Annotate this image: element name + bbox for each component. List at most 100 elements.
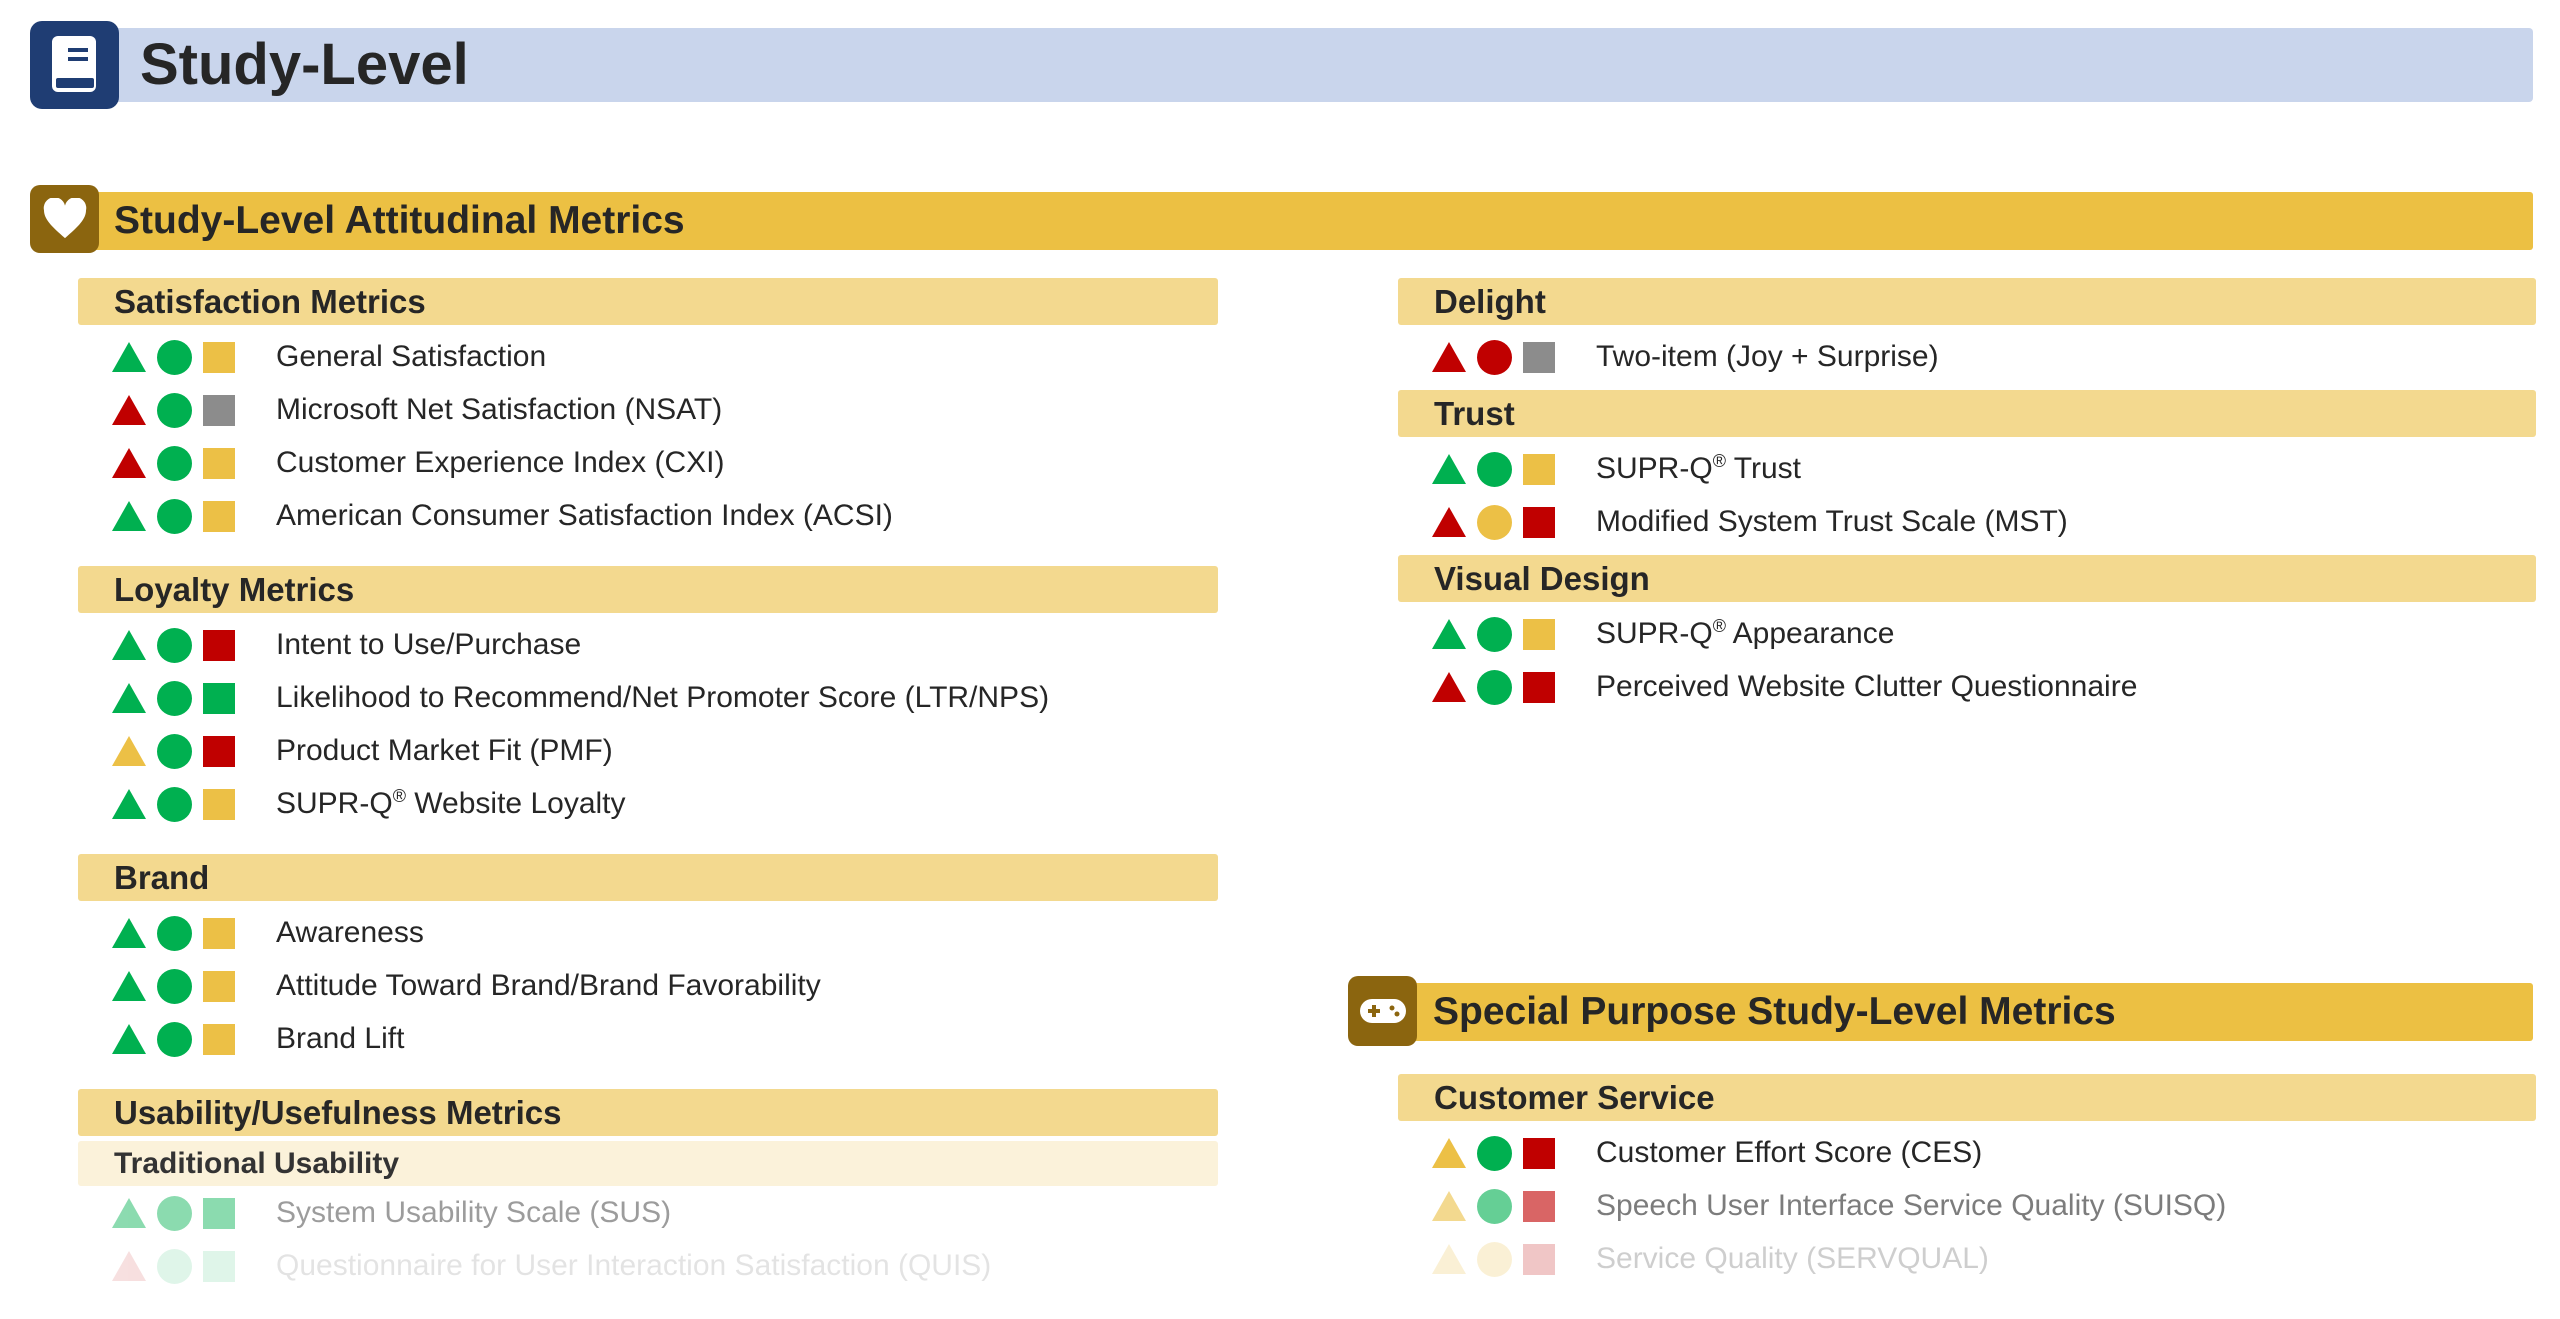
metric-name-text: Awareness bbox=[276, 915, 424, 949]
circle-icon bbox=[157, 340, 192, 375]
square-icon bbox=[203, 736, 235, 767]
circle-icon bbox=[157, 969, 192, 1004]
rating-icons bbox=[112, 734, 242, 769]
metric-row: Microsoft Net Satisfaction (NSAT) bbox=[78, 383, 1218, 436]
circle-icon bbox=[157, 499, 192, 534]
rating-icons bbox=[1432, 505, 1562, 540]
triangle-icon bbox=[1432, 454, 1466, 484]
rating-icons bbox=[1432, 670, 1562, 705]
metric-name-text: Attitude Toward Brand/Brand Favorability bbox=[276, 968, 821, 1002]
triangle-icon bbox=[112, 501, 146, 531]
metric-name: Likelihood to Recommend/Net Promoter Sco… bbox=[276, 681, 1049, 715]
square-icon bbox=[203, 1024, 235, 1055]
metric-row: Perceived Website Clutter Questionnaire bbox=[1398, 660, 2536, 713]
square-icon bbox=[203, 683, 235, 714]
triangle-icon bbox=[112, 1024, 146, 1054]
circle-icon bbox=[157, 787, 192, 822]
metric-name: Speech User Interface Service Quality (S… bbox=[1596, 1189, 2226, 1223]
rating-icons bbox=[1432, 617, 1562, 652]
triangle-icon bbox=[112, 683, 146, 713]
metric-group-trust: Trust SUPR-Q® Trust Modified System Trust … bbox=[1398, 390, 2536, 548]
metric-name-text: Microsoft Net Satisfaction (NSAT) bbox=[276, 392, 723, 426]
metric-name: American Consumer Satisfaction Index (AC… bbox=[276, 499, 893, 533]
book-icon bbox=[30, 21, 119, 109]
triangle-icon bbox=[112, 971, 146, 1001]
group-header: Loyalty Metrics bbox=[78, 566, 1218, 613]
group-header: Delight bbox=[1398, 278, 2536, 325]
metric-row: Attitude Toward Brand/Brand Favorability bbox=[78, 959, 1218, 1012]
triangle-icon bbox=[112, 448, 146, 478]
rating-icons bbox=[112, 628, 242, 663]
metric-name: Two-item (Joy + Surprise) bbox=[1596, 340, 1939, 374]
metric-name: Perceived Website Clutter Questionnaire bbox=[1596, 670, 2137, 704]
metric-name: Customer Experience Index (CXI) bbox=[276, 446, 725, 480]
metric-row: Customer Effort Score (CES) bbox=[1398, 1126, 2536, 1179]
group-header: Customer Service bbox=[1398, 1074, 2536, 1121]
square-icon bbox=[203, 789, 235, 820]
rating-icons bbox=[112, 1196, 242, 1231]
metric-group-brand: Brand Awareness Attitude Toward Brand/Bran… bbox=[78, 854, 1218, 1065]
rating-icons bbox=[112, 446, 242, 481]
square-icon bbox=[1523, 619, 1555, 650]
square-icon bbox=[1523, 507, 1555, 538]
triangle-icon bbox=[1432, 1244, 1466, 1274]
metric-name-text: Product Market Fit (PMF) bbox=[276, 733, 613, 767]
metric-row: Brand Lift bbox=[78, 1012, 1218, 1065]
group-subheader: Traditional Usability bbox=[78, 1141, 1218, 1186]
square-icon bbox=[1523, 1191, 1555, 1222]
circle-icon bbox=[1477, 1242, 1512, 1277]
metric-row: SUPR-Q® Trust bbox=[1398, 442, 2536, 495]
metric-name-text: Intent to Use/Purchase bbox=[276, 627, 582, 661]
metric-row: SUPR-Q® Website Loyalty bbox=[78, 777, 1218, 830]
metric-name: Brand Lift bbox=[276, 1022, 404, 1056]
metric-name: Product Market Fit (PMF) bbox=[276, 734, 613, 768]
rating-icons bbox=[1432, 1136, 1562, 1171]
circle-icon bbox=[1477, 1136, 1512, 1171]
metric-row: Service Quality (SERVQUAL) bbox=[1398, 1232, 2536, 1285]
metric-row: Speech User Interface Service Quality (S… bbox=[1398, 1179, 2536, 1232]
metric-name: Microsoft Net Satisfaction (NSAT) bbox=[276, 393, 722, 427]
circle-icon bbox=[157, 681, 192, 716]
metric-name-rest: Website Loyalty bbox=[405, 787, 626, 820]
metric-row: SUPR-Q® Appearance bbox=[1398, 607, 2536, 660]
square-icon bbox=[1523, 1138, 1555, 1169]
square-icon bbox=[203, 1198, 235, 1229]
circle-icon bbox=[157, 1022, 192, 1057]
attitudinal-right-column: Delight Two-item (Joy + Surprise) Trust SUP… bbox=[1398, 278, 2536, 720]
metric-name-text: SUPR-Q bbox=[276, 787, 393, 820]
special-section-title: Special Purpose Study-Level Metrics bbox=[1433, 990, 2116, 1033]
metric-name-text: Customer Experience Index (CXI) bbox=[276, 445, 725, 479]
rating-icons bbox=[112, 916, 242, 951]
metric-name-text: SUPR-Q bbox=[1596, 617, 1713, 650]
metric-name: Awareness bbox=[276, 916, 424, 950]
group-header: Satisfaction Metrics bbox=[78, 278, 1218, 325]
metric-name-rest: Trust bbox=[1725, 452, 1801, 485]
rating-icons bbox=[112, 393, 242, 428]
heart-icon bbox=[30, 185, 99, 253]
metric-name-text: American Consumer Satisfaction Index (AC… bbox=[276, 498, 893, 532]
rating-icons bbox=[112, 681, 242, 716]
circle-icon bbox=[1477, 1189, 1512, 1224]
square-icon bbox=[203, 448, 235, 479]
triangle-icon bbox=[1432, 1191, 1466, 1221]
rating-icons bbox=[112, 969, 242, 1004]
attitudinal-section-bar bbox=[90, 192, 2533, 250]
metric-row: System Usability Scale (SUS) bbox=[78, 1186, 1218, 1239]
metric-group-visual-design: Visual Design SUPR-Q® Appearance Perceived… bbox=[1398, 555, 2536, 713]
square-icon bbox=[1523, 342, 1555, 373]
rating-icons bbox=[1432, 1242, 1562, 1277]
registered-mark: ® bbox=[392, 786, 406, 806]
rating-icons bbox=[112, 787, 242, 822]
circle-icon bbox=[157, 393, 192, 428]
metric-group-satisfaction-metrics: Satisfaction Metrics General Satisfaction… bbox=[78, 278, 1218, 542]
metric-name: Intent to Use/Purchase bbox=[276, 628, 581, 662]
triangle-icon bbox=[1432, 507, 1466, 537]
metric-row: General Satisfaction bbox=[78, 330, 1218, 383]
metric-name-text: Questionnaire for User Interaction Satis… bbox=[276, 1248, 992, 1282]
circle-icon bbox=[157, 1196, 192, 1231]
metric-row: Questionnaire for User Interaction Satis… bbox=[78, 1239, 1218, 1285]
attitudinal-section-title: Study-Level Attitudinal Metrics bbox=[114, 199, 685, 242]
triangle-icon bbox=[112, 630, 146, 660]
triangle-icon bbox=[1432, 342, 1466, 372]
metric-name-rest: Appearance bbox=[1725, 617, 1895, 650]
